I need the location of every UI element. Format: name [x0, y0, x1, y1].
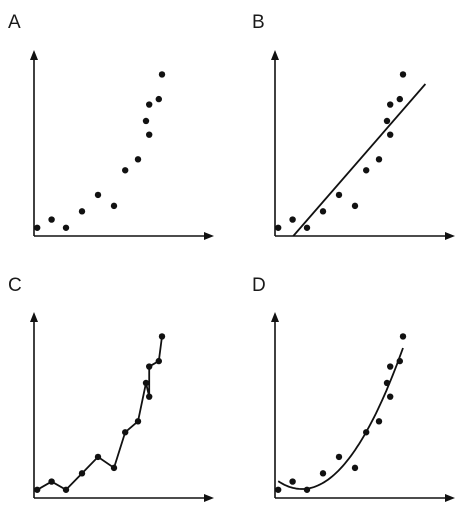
panel-c-data-point — [155, 357, 162, 365]
panel-d-data-point — [335, 453, 343, 461]
panel-a-y-axis-arrow — [30, 50, 38, 60]
panel-a-data-point — [146, 101, 153, 108]
panel-b-data-point — [275, 224, 282, 231]
panel-c-data-point — [110, 464, 118, 472]
panel-b-data-point — [387, 101, 394, 108]
panel-d-data-point — [387, 363, 394, 370]
panel-b-data-point — [335, 191, 343, 199]
panel-d-data-point — [289, 478, 296, 485]
panel-a: A — [8, 12, 214, 240]
panel-b-data-point — [396, 95, 403, 103]
panel-d-data-point — [399, 333, 407, 340]
panel-c-data-point — [158, 333, 166, 340]
panel-c-x-axis-arrow — [204, 494, 214, 502]
panel-d-data-point — [303, 486, 311, 493]
panel-a-data-point — [94, 191, 102, 199]
panel-c-data-point — [146, 393, 153, 400]
panel-c-data-point — [146, 363, 153, 370]
panel-d-data-point — [351, 464, 359, 472]
panel-b-label: B — [252, 12, 265, 33]
panel-b-data-point — [399, 71, 407, 78]
panel-c-data-point — [94, 453, 102, 461]
panel-a-data-point — [134, 156, 142, 163]
panel-d-data-point — [363, 429, 370, 436]
panel-c-data-point — [48, 478, 55, 485]
panel-c-data-point — [62, 486, 70, 493]
panel-b-x-axis-arrow — [445, 232, 455, 240]
panel-a-data-point — [142, 117, 150, 125]
panel-b-data-point — [375, 156, 383, 163]
panel-d: D — [252, 275, 455, 502]
panel-b-data-point — [383, 117, 391, 125]
panel-d-data-point — [387, 393, 394, 400]
panel-d-data-point — [396, 357, 403, 365]
panel-b-data-point — [289, 216, 296, 223]
panel-b-data-point — [319, 208, 327, 215]
panel-a-label: A — [8, 12, 21, 33]
panel-a-data-point — [155, 95, 162, 103]
panel-c-data-point — [78, 470, 86, 477]
panel-d-data-point — [275, 486, 282, 493]
panel-d-label: D — [252, 275, 266, 296]
panel-b-linear-fit-line — [292, 83, 427, 237]
panel-b-data-point — [351, 202, 359, 210]
panel-a-data-point — [62, 224, 70, 231]
panel-c-series-line — [36, 336, 163, 491]
panel-d-data-point — [319, 470, 327, 477]
panel-a-data-point — [110, 202, 118, 210]
panel-b-y-axis-arrow — [271, 50, 279, 60]
panel-a-data-point — [158, 71, 166, 78]
panel-a-data-point — [48, 216, 55, 223]
panel-c-data-point — [34, 486, 41, 493]
panel-c-data-point — [134, 418, 142, 425]
panel-c-label: C — [8, 275, 22, 296]
panel-b-data-point — [363, 167, 370, 174]
panel-b-data-point — [303, 224, 311, 231]
panel-a-x-axis-arrow — [204, 232, 214, 240]
panel-b: B — [252, 12, 455, 240]
panel-d-data-point — [383, 379, 391, 387]
panel-a-data-point — [146, 131, 153, 138]
panel-d-curve-fit — [277, 347, 404, 490]
panel-c-data-point — [122, 429, 129, 436]
panel-d-data-point — [375, 418, 383, 425]
panel-c: C — [8, 275, 214, 502]
panel-a-data-point — [34, 224, 41, 231]
panel-d-x-axis-arrow — [445, 494, 455, 502]
panel-c-data-point — [142, 379, 150, 387]
panel-d-y-axis-arrow — [271, 312, 279, 322]
panel-b-data-point — [387, 131, 394, 138]
panel-c-y-axis-arrow — [30, 312, 38, 322]
panel-a-data-point — [122, 167, 129, 174]
panel-a-data-point — [78, 208, 86, 215]
